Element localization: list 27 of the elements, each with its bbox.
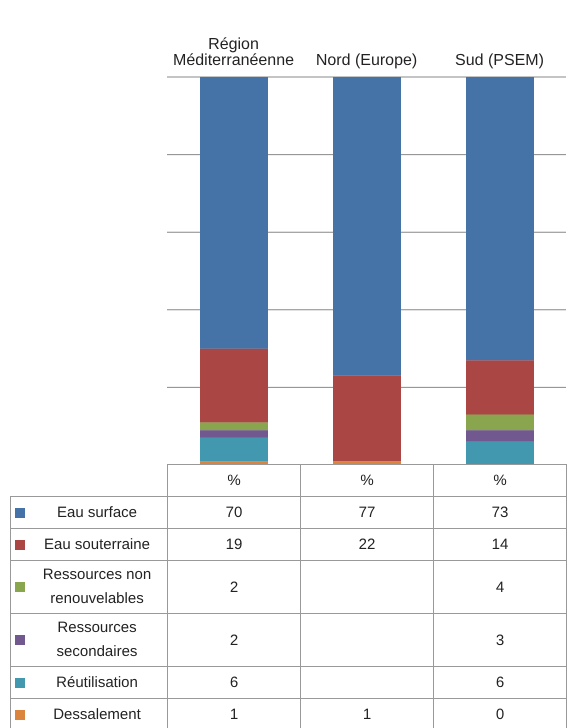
data-label: 4 <box>434 560 566 614</box>
legend-label: Réutilisation <box>55 672 139 692</box>
data-label: 22 <box>300 528 434 560</box>
data-label: 0 <box>434 698 566 728</box>
data-label: 6 <box>168 666 300 698</box>
legend-label: Ressources non renouvelables <box>42 565 152 609</box>
data-label: 2 <box>168 614 300 666</box>
data-label: 73 <box>434 496 566 528</box>
legend-label: Ressources secondaires <box>56 618 138 662</box>
data-label: 2 <box>168 560 300 614</box>
data-label: 19 <box>168 528 300 560</box>
data-label: 1 <box>168 698 300 728</box>
data-label: 14 <box>434 528 566 560</box>
x-tick-label: Nord (Europe) <box>316 52 418 69</box>
data-label: 3 <box>434 614 566 666</box>
data-label: 77 <box>300 496 434 528</box>
text: % <box>434 464 566 496</box>
data-label: 70 <box>168 496 300 528</box>
text: % <box>168 464 300 496</box>
legend-label: Eau souterraine <box>43 534 151 554</box>
x-tick-label: Région Méditerranéenne <box>173 36 294 69</box>
legend-label: Eau surface <box>56 502 138 522</box>
data-label: 6 <box>434 666 566 698</box>
text: % <box>300 464 434 496</box>
x-tick-label: Sud (PSEM) <box>455 52 544 69</box>
data-label: 1 <box>300 698 434 728</box>
legend-label: Dessalement <box>52 704 142 724</box>
